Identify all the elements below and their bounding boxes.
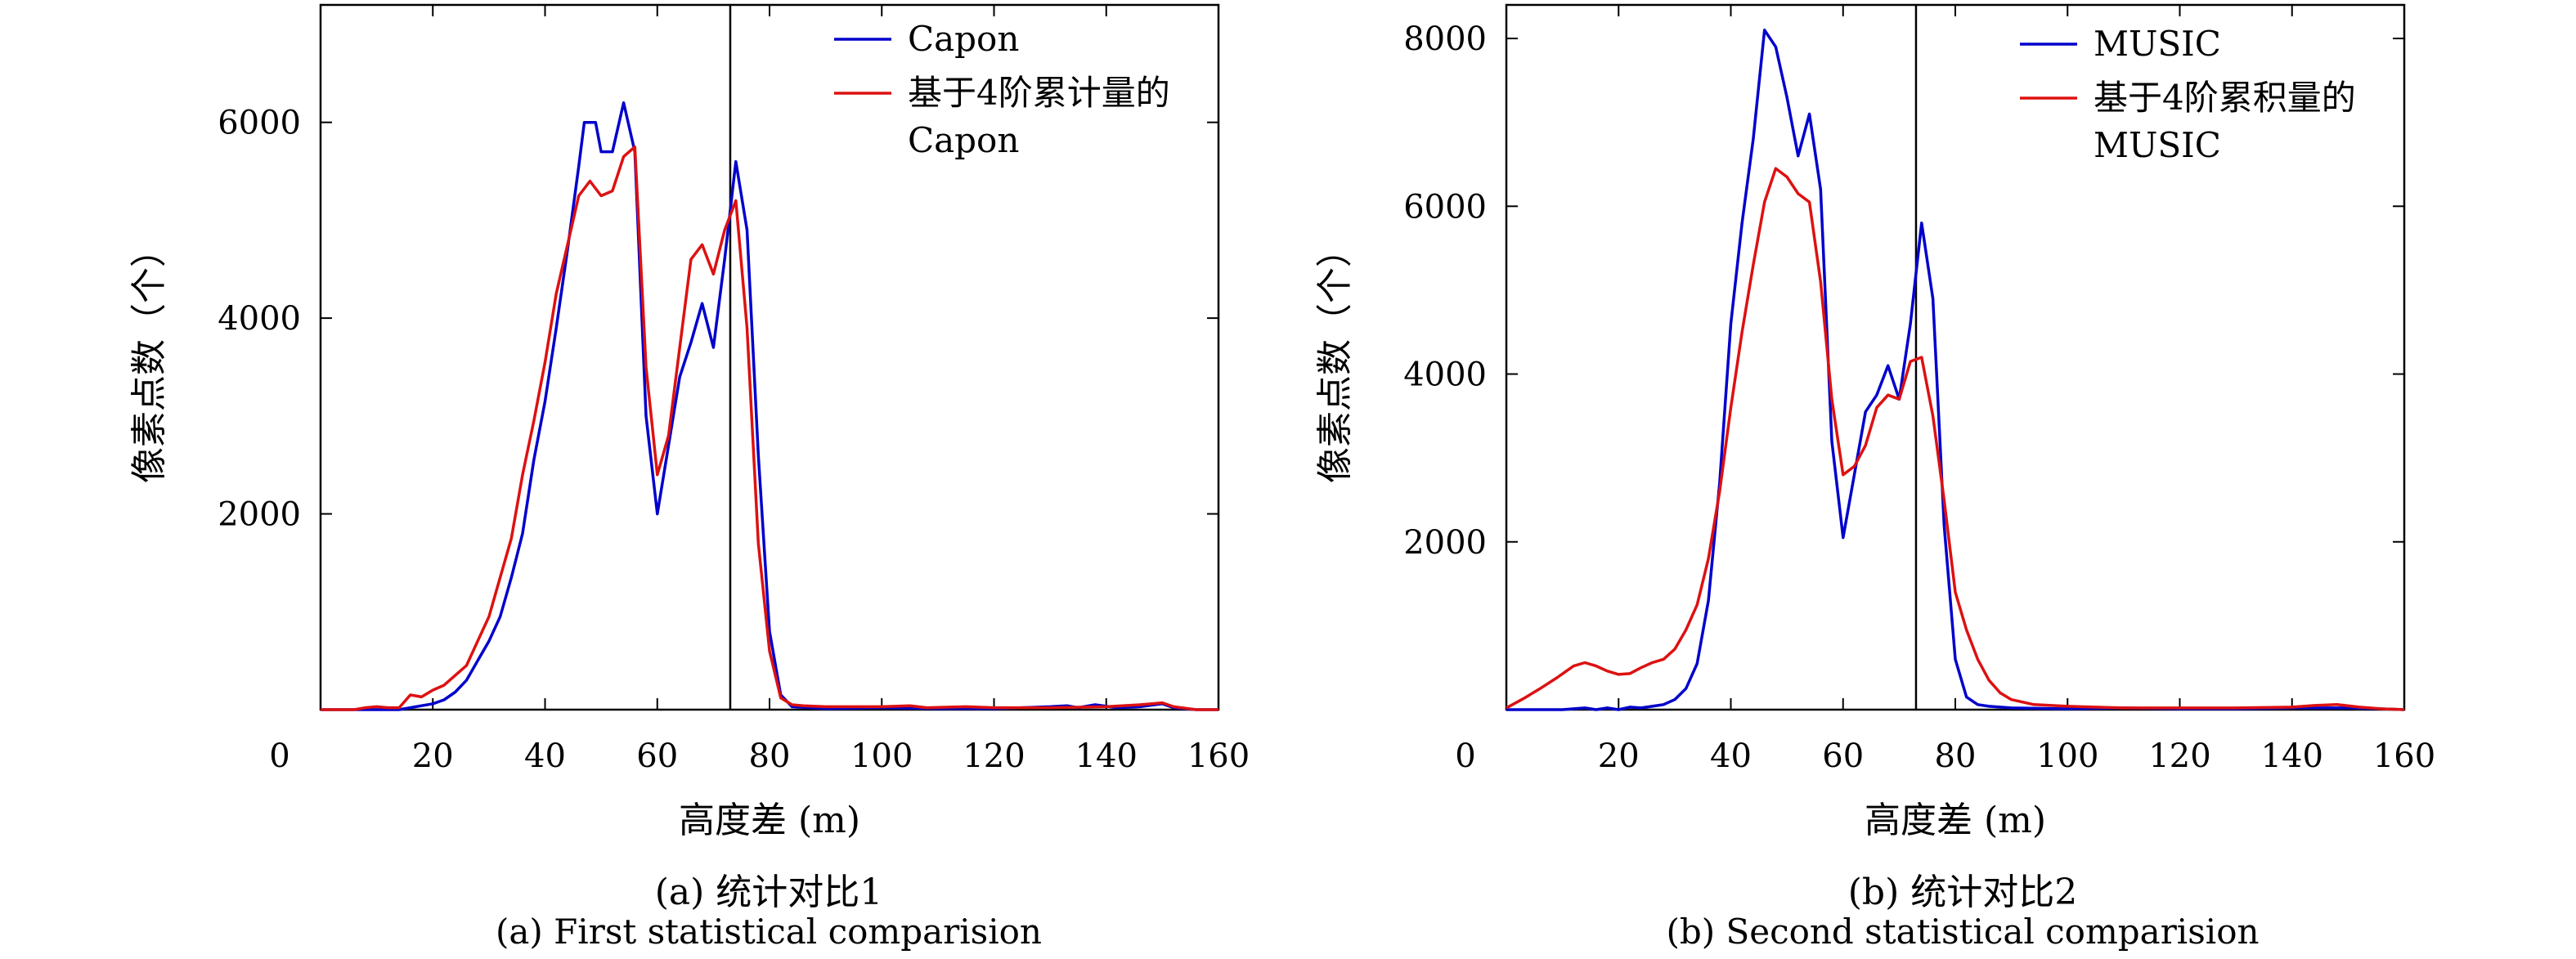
x-tick-label: 20: [412, 737, 454, 775]
y-tick-label: 4000: [1403, 356, 1487, 394]
x-tick-label: 100: [2036, 737, 2098, 775]
y-tick-label: 2000: [1403, 524, 1487, 562]
x-tick-label: 40: [1710, 737, 1752, 775]
x-tick-label: 140: [1075, 737, 1138, 775]
x-tick-label: 80: [1935, 737, 1977, 775]
x-tick-label: 120: [963, 737, 1025, 775]
y-tick-label: 6000: [218, 105, 301, 142]
y-axis-label: 像素点数（个）: [128, 231, 170, 483]
legend-label: Capon: [908, 19, 1019, 59]
legend-entry-blue: MUSIC: [2020, 24, 2221, 64]
x-tick-label: 60: [1822, 737, 1864, 775]
x-tick-label: 0: [269, 737, 289, 775]
series-line-blue: [321, 101, 1218, 711]
x-tick-label: 60: [636, 737, 678, 775]
x-axis-label: 高度差 (m): [1865, 800, 2046, 841]
legend-label: MUSIC: [2094, 125, 2221, 165]
caption-b-cn: (b) 统计对比2: [1847, 872, 2078, 913]
x-tick-label: 160: [1187, 737, 1250, 775]
caption-b-en: (b) Second statistical comparision: [1666, 912, 2260, 952]
y-tick-label: 8000: [1403, 20, 1487, 58]
legend-entry-red: 基于4阶累积量的 MUSIC: [2020, 78, 2356, 165]
chart-b: 0 20 40 60 80 100 120 140 160 2000 4000 6000 8000 高度差…: [1314, 3, 2435, 841]
series-line-red: [1506, 167, 2405, 711]
series-line-blue: [1506, 29, 2405, 711]
legend-label: Capon: [908, 120, 1019, 160]
x-tick-label: 120: [2148, 737, 2210, 775]
chart-a: 0 20 40 60 80 100 120 140 160 2000 4000 6000 高度差 (m)…: [128, 3, 1250, 841]
x-tick-label: 40: [524, 737, 566, 775]
caption-a-cn: (a) 统计对比1: [654, 872, 883, 913]
legend-entry-blue: Capon: [834, 19, 1019, 59]
legend-label: MUSIC: [2094, 24, 2221, 64]
x-tick-label: 0: [1455, 737, 1475, 775]
y-tick-label: 4000: [218, 300, 301, 338]
caption-a-en: (a) First statistical comparision: [496, 912, 1042, 952]
x-tick-label: 100: [850, 737, 913, 775]
x-axis-label: 高度差 (m): [679, 800, 860, 841]
y-axis-label: 像素点数（个）: [1314, 231, 1356, 483]
x-tick-label: 160: [2373, 737, 2435, 775]
x-tick-label: 80: [749, 737, 791, 775]
x-tick-label: 140: [2261, 737, 2323, 775]
legend-label: 基于4阶累计量的: [908, 73, 1170, 113]
y-tick-label: 6000: [1403, 188, 1487, 226]
legend-entry-red: 基于4阶累计量的 Capon: [834, 73, 1170, 160]
series-line-red: [321, 145, 1218, 711]
x-tick-label: 20: [1598, 737, 1640, 775]
y-tick-label: 2000: [218, 496, 301, 534]
legend-label: 基于4阶累积量的: [2094, 78, 2356, 118]
